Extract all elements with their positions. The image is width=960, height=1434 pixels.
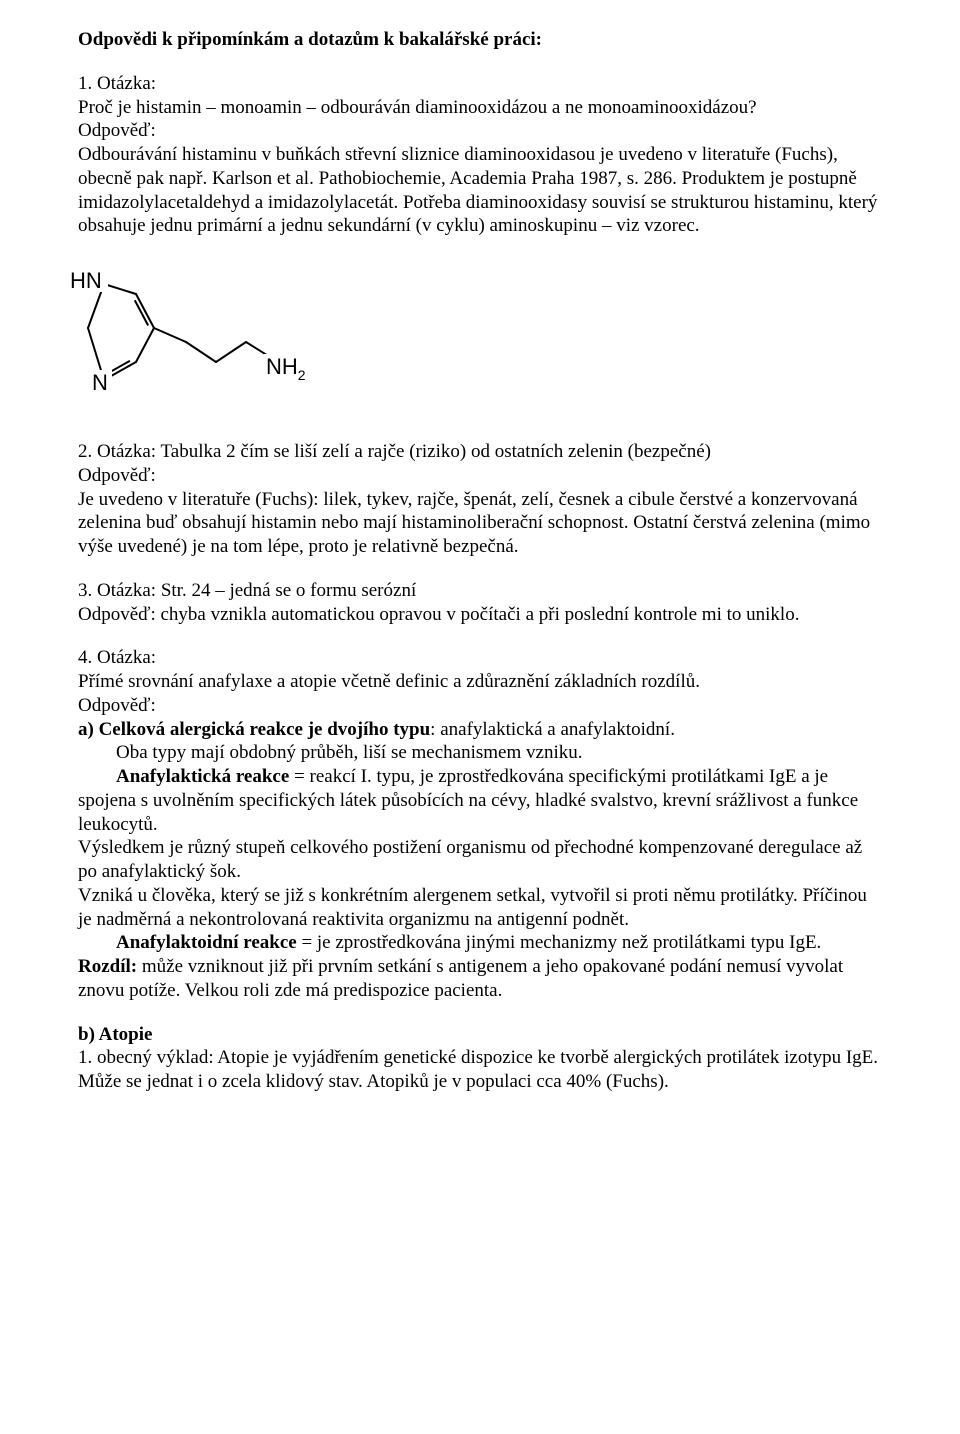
q4-rozdil-bold: Rozdíl: [78, 956, 137, 977]
q4-anaf-block: Anafylaktická reakce = reakcí I. typu, j… [78, 765, 882, 836]
svg-text:HN: HN [70, 268, 102, 293]
q4-para2: Vzniká u člověka, který se již s konkrét… [78, 884, 882, 932]
q2-answer-body: Je uvedeno v literatuře (Fuchs): lilek, … [78, 488, 882, 559]
q1-heading: 1. Otázka: [78, 72, 882, 96]
q4-anafoid-block: Anafylaktoidní reakce = je zprostředková… [78, 931, 882, 955]
q4-anafoid-rest: = je zprostředkována jinými mechanizmy n… [297, 932, 822, 953]
q4-a-line2: Oba typy mají obdobný průběh, liší se me… [78, 741, 882, 765]
histamine-structure-diagram: HNNNH2 [66, 264, 882, 414]
q4-heading: 4. Otázka: [78, 646, 882, 670]
q4-b-heading: b) Atopie [78, 1023, 882, 1047]
q4-question: Přímé srovnání anafylaxe a atopie včetně… [78, 670, 882, 694]
q3-answer: Odpověď: chyba vznikla automatickou opra… [78, 603, 882, 627]
q1-question: Proč je histamin – monoamin – odbouráván… [78, 96, 882, 120]
q4-anaf-bold: Anafylaktická reakce [116, 766, 289, 787]
q4-b-line1: 1. obecný výklad: Atopie je vyjádřením g… [78, 1046, 882, 1070]
page-title: Odpovědi k připomínkám a dotazům k bakal… [78, 28, 882, 52]
q1-answer-body: Odbourávání histaminu v buňkách střevní … [78, 143, 882, 238]
q4-answer-label: Odpověď: [78, 694, 882, 718]
q4-b-line2: Může se jednat i o zcela klidový stav. A… [78, 1070, 882, 1094]
q2-answer-label: Odpověď: [78, 464, 882, 488]
q4-a-line1: a) Celková alergická reakce je dvojího t… [78, 718, 882, 742]
svg-text:N: N [92, 370, 108, 395]
q4-rozdil-rest: může vzniknout již při prvním setkání s … [78, 956, 843, 1001]
q4-a-rest: : anafylaktická a anafylaktoidní. [430, 719, 675, 740]
q3-heading: 3. Otázka: Str. 24 – jedná se o formu se… [78, 579, 882, 603]
q2-heading: 2. Otázka: Tabulka 2 čím se liší zelí a … [78, 440, 882, 464]
q4-para1: Výsledkem je různý stupeň celkového post… [78, 836, 882, 884]
q4-rozdil-block: Rozdíl: může vzniknout již při prvním se… [78, 955, 882, 1003]
q1-answer-label: Odpověď: [78, 119, 882, 143]
q4-a-bold: a) Celková alergická reakce je dvojího t… [78, 719, 430, 740]
q4-anafoid-bold: Anafylaktoidní reakce [116, 932, 297, 953]
